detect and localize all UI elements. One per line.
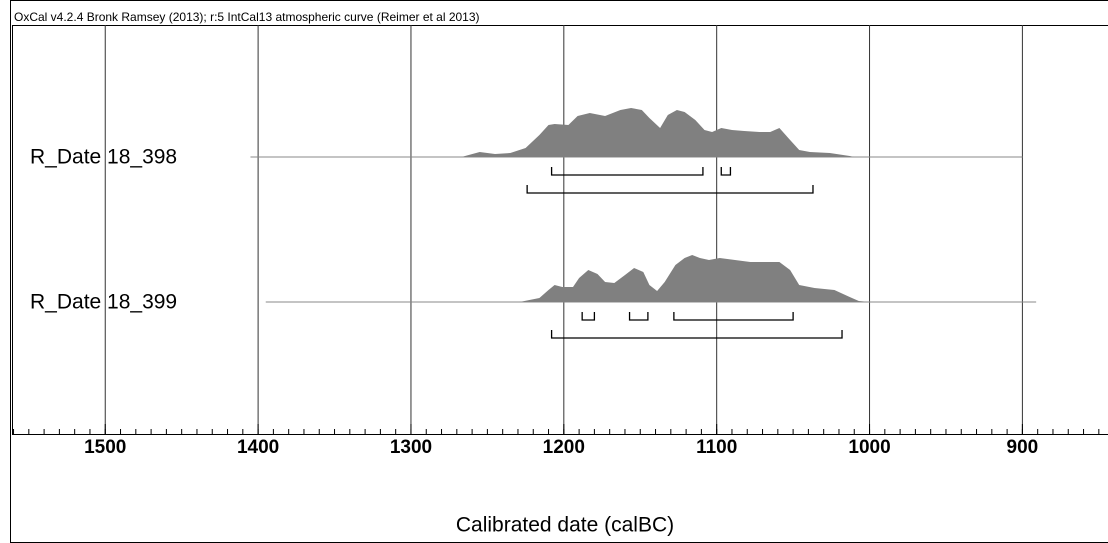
x-tick-label: 1500: [84, 437, 126, 458]
range-bracket: [673, 312, 794, 321]
x-tick-label: 1300: [390, 437, 432, 458]
range-bracket: [720, 167, 732, 176]
range-bracket: [550, 330, 843, 339]
plot-frame: [12, 25, 1108, 435]
range-bracket: [550, 167, 704, 176]
range-bracket: [628, 312, 649, 321]
series-label: R_Date 18_399: [30, 291, 177, 314]
x-tick-label: 900: [1007, 437, 1039, 458]
x-tick-label: 1200: [543, 437, 585, 458]
range-bracket: [526, 185, 814, 194]
x-tick-label: 1400: [237, 437, 279, 458]
x-tick-label: 1100: [696, 437, 737, 458]
density-area: [461, 108, 855, 157]
outer-frame: [10, 0, 1108, 543]
chart-title: OxCal v4.2.4 Bronk Ramsey (2013); r:5 In…: [14, 10, 480, 24]
x-axis-label: Calibrated date (calBC): [456, 514, 674, 537]
x-tick-label: 1000: [848, 437, 890, 458]
density-area: [519, 255, 870, 302]
series-label: R_Date 18_398: [30, 146, 177, 169]
range-bracket: [581, 312, 596, 321]
